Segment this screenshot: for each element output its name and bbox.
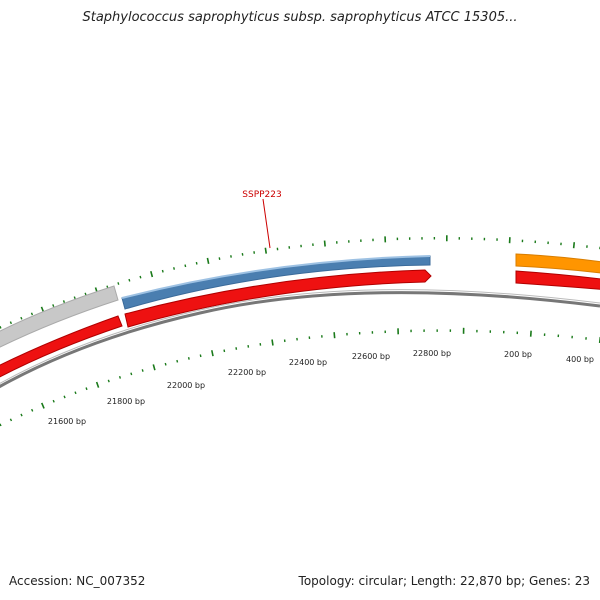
tick-mark <box>187 357 190 360</box>
backbone-arc-highlight <box>0 289 600 384</box>
tick-mark <box>333 332 336 339</box>
outer-tick-ring <box>0 235 600 329</box>
tick-mark <box>572 242 576 249</box>
tick-mark <box>161 269 164 273</box>
tick-mark <box>74 391 77 395</box>
tick-mark <box>211 350 214 357</box>
topology-summary: Topology: circular; Length: 22,870 bp; G… <box>298 574 590 588</box>
tick-mark <box>195 261 198 265</box>
tick-mark <box>173 267 175 270</box>
gene-arc-red-3[interactable] <box>515 270 600 290</box>
tick-label: 400 bp <box>566 355 594 364</box>
tick-mark <box>85 387 88 391</box>
tick-mark <box>130 372 133 376</box>
tick-label: 22400 bp <box>289 358 327 367</box>
tick-label: 200 bp <box>504 350 532 359</box>
tick-mark <box>63 395 66 399</box>
tick-mark <box>206 257 210 264</box>
tick-mark <box>152 364 156 371</box>
gene-label-pointer <box>262 198 271 249</box>
tick-label: 21800 bp <box>107 397 145 406</box>
tick-mark <box>9 321 13 325</box>
tick-mark <box>199 354 202 358</box>
tick-mark <box>150 271 154 278</box>
accession-label: Accession: NC_007352 <box>9 574 146 588</box>
tick-mark <box>62 300 66 304</box>
tick-mark <box>176 359 179 363</box>
tick-mark <box>41 402 45 409</box>
tick-label: 22200 bp <box>228 368 266 377</box>
tick-mark <box>184 264 187 268</box>
tick-label: 22600 bp <box>352 352 390 361</box>
tick-mark <box>0 423 2 427</box>
gene-arc-red-2[interactable] <box>124 269 432 328</box>
tick-mark <box>0 325 2 329</box>
gene-arc-highlight <box>121 255 431 299</box>
tick-mark <box>20 316 23 320</box>
tick-mark <box>52 304 55 307</box>
tick-mark <box>323 240 326 247</box>
gene-arc-gray[interactable] <box>0 285 119 352</box>
gene-arc-red-1[interactable] <box>0 315 123 382</box>
tick-mark <box>264 247 268 254</box>
tick-mark <box>73 296 76 300</box>
tick-label: 22800 bp <box>413 349 451 358</box>
backbone-arc <box>0 291 600 389</box>
tick-mark <box>84 292 87 296</box>
tick-mark <box>107 379 110 383</box>
tick-mark <box>118 375 122 379</box>
tick-mark <box>128 278 131 282</box>
gene-arc-orange[interactable] <box>515 253 600 274</box>
tick-mark <box>31 408 34 412</box>
inner-tick-ring <box>0 327 600 427</box>
map-title: Staphylococcus saprophyticus subsp. sapr… <box>82 10 518 25</box>
gene-label-sspp223[interactable]: SSPP223 <box>242 190 281 200</box>
tick-mark <box>271 339 274 346</box>
tick-mark <box>117 282 120 285</box>
tick-mark <box>20 413 23 417</box>
tick-label: 22000 bp <box>167 381 205 390</box>
tick-mark <box>9 418 13 422</box>
tick-mark <box>30 312 34 316</box>
tick-mark <box>141 369 144 372</box>
tick-mark <box>95 381 100 388</box>
tick-mark <box>139 275 142 279</box>
tick-mark <box>164 362 167 366</box>
tick-label: 21600 bp <box>48 417 86 426</box>
tick-mark <box>52 399 55 403</box>
